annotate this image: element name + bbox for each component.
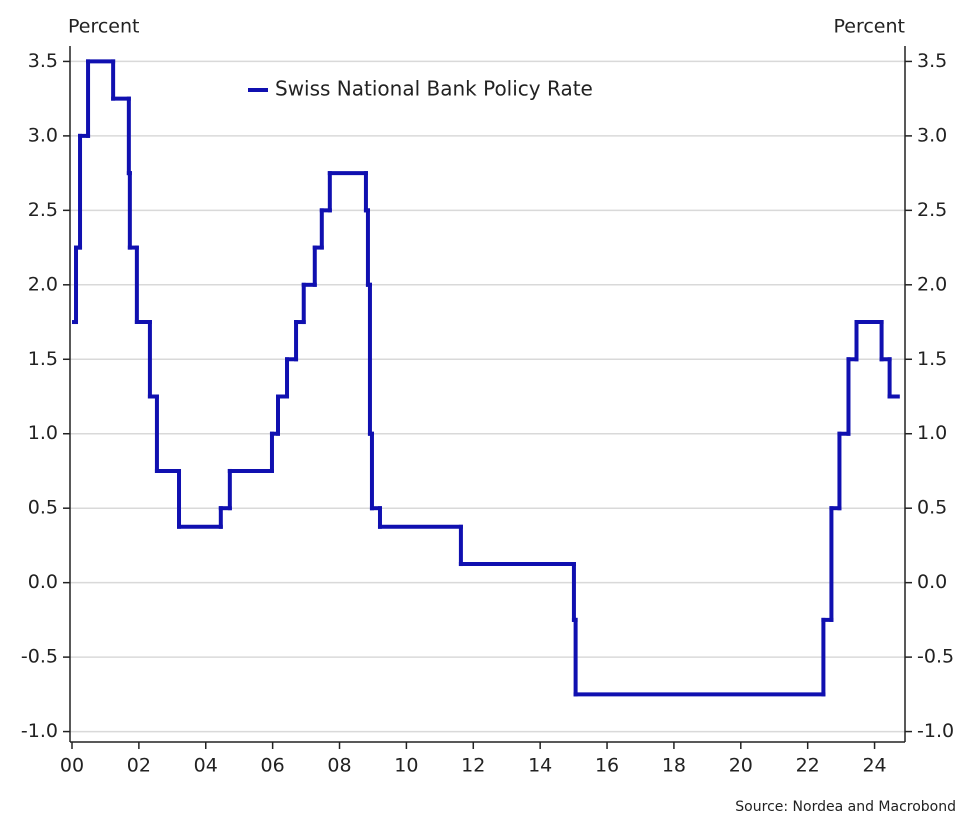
x-tick-label: 12 xyxy=(461,755,485,777)
x-tick-label: 10 xyxy=(394,755,418,777)
y2-tick-label: 1.5 xyxy=(917,348,947,370)
y2-tick-label: 0.0 xyxy=(917,571,947,593)
y-tick-label: -0.5 xyxy=(21,646,58,668)
x-tick-label: 08 xyxy=(327,755,351,777)
y-tick-label: 1.5 xyxy=(28,348,58,370)
y2-tick-label: -1.0 xyxy=(917,720,954,742)
y2-tick-label: 2.0 xyxy=(917,273,947,295)
y2-tick-label: -0.5 xyxy=(917,646,954,668)
y-tick-label: 0.5 xyxy=(28,497,58,519)
x-tick-label: 24 xyxy=(862,755,886,777)
x-tick-label: 06 xyxy=(261,755,285,777)
y-axis-label: Percent xyxy=(68,16,140,38)
x-tick-label: 18 xyxy=(662,755,686,777)
source-note: Source: Nordea and Macrobond xyxy=(735,799,956,815)
y-tick-label: 3.5 xyxy=(28,50,58,72)
y-tick-label: 2.0 xyxy=(28,273,58,295)
y2-tick-label: 3.0 xyxy=(917,124,947,146)
y-tick-label: -1.0 xyxy=(21,720,58,742)
x-tick-label: 16 xyxy=(595,755,619,777)
legend-label: Swiss National Bank Policy Rate xyxy=(275,77,593,101)
x-tick-label: 22 xyxy=(796,755,820,777)
x-tick-label: 00 xyxy=(60,755,84,777)
y2-tick-label: 0.5 xyxy=(917,497,947,519)
x-tick-label: 02 xyxy=(127,755,151,777)
x-tick-label: 04 xyxy=(194,755,218,777)
y-tick-label: 1.0 xyxy=(28,422,58,444)
y-tick-label: 0.0 xyxy=(28,571,58,593)
x-tick-label: 20 xyxy=(729,755,753,777)
x-tick-label: 14 xyxy=(528,755,552,777)
y2-tick-label: 3.5 xyxy=(917,50,947,72)
y-tick-label: 2.5 xyxy=(28,199,58,221)
y-tick-label: 3.0 xyxy=(28,124,58,146)
y2-axis-label: Percent xyxy=(834,16,906,38)
y2-tick-label: 1.0 xyxy=(917,422,947,444)
y2-tick-label: 2.5 xyxy=(917,199,947,221)
